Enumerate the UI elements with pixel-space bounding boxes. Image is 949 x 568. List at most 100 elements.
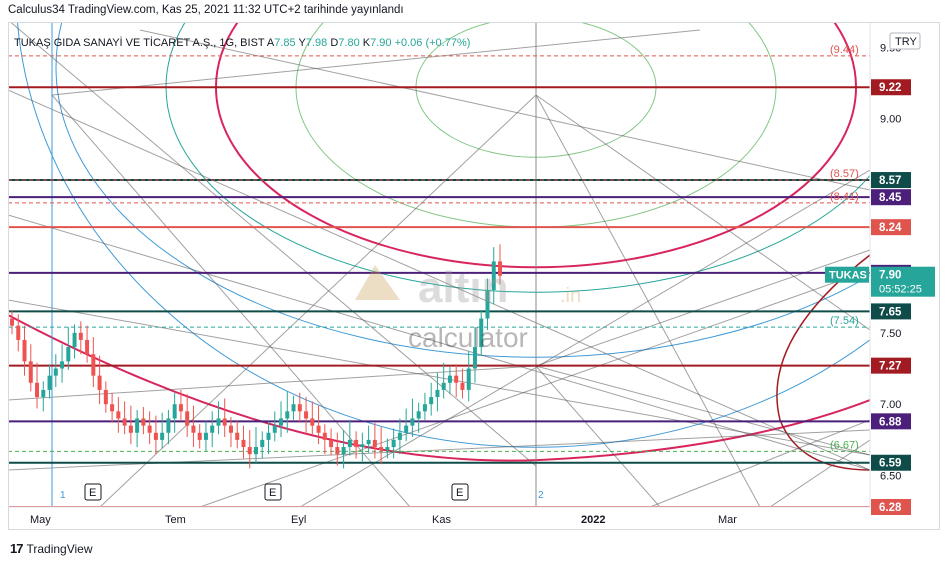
candle [203, 432, 208, 440]
dashed-level-label: (8.41) [830, 191, 859, 203]
price-tag-9.22 [871, 79, 911, 96]
time-tick-label: May [30, 514, 51, 526]
price-tag-label: 8.57 [879, 175, 901, 187]
price-tag-label: 8.45 [879, 192, 902, 204]
candle [103, 389, 108, 405]
wave-label: 2 [538, 490, 544, 501]
candle [272, 425, 277, 433]
candle [454, 375, 459, 383]
time-tick-label: 2022 [581, 514, 605, 526]
candle [410, 418, 415, 426]
candle [166, 418, 171, 433]
candle [28, 361, 33, 383]
earnings-event-marker[interactable] [84, 483, 102, 501]
candle [78, 332, 83, 340]
candle [441, 382, 446, 390]
gann-fan-line [535, 94, 870, 331]
candle [53, 368, 58, 376]
earnings-event-label: E [456, 487, 463, 499]
candle [322, 432, 327, 440]
candle [210, 425, 215, 433]
candle [185, 411, 190, 426]
tradingview-footer[interactable]: 17 TradingView [10, 541, 93, 556]
dashed-level-label: (7.54) [830, 315, 859, 327]
candle [491, 261, 496, 290]
candle [379, 447, 384, 450]
candle [391, 439, 396, 448]
candle [485, 289, 490, 319]
candle [247, 447, 252, 455]
currency-label: TRY [895, 36, 917, 48]
candle [260, 439, 265, 448]
candle [435, 389, 440, 398]
gann-fan-line [199, 269, 870, 507]
price-tag-6.88 [871, 413, 911, 430]
gann-fan-line [8, 214, 870, 471]
candle [197, 432, 202, 440]
price-tag-label: 6.88 [879, 416, 902, 428]
candle [222, 418, 227, 426]
candle [135, 418, 140, 433]
candle [147, 425, 152, 433]
candle [160, 432, 165, 440]
candle [178, 404, 183, 412]
candle [429, 397, 434, 405]
candle [254, 447, 258, 455]
gann-fan-line [8, 89, 870, 471]
price-tag-8.45 [871, 189, 911, 206]
earnings-event-label: E [89, 487, 96, 499]
candle [416, 411, 421, 419]
last-price-value: 7.90 [879, 270, 901, 282]
time-tick-label: Kas [432, 514, 451, 526]
price-tag-label: 6.59 [879, 458, 901, 470]
candle [235, 432, 240, 440]
watermark-logo-icon [355, 265, 400, 300]
earnings-event-marker[interactable] [451, 483, 469, 501]
symbol-tag-label: TUKAS [829, 270, 867, 282]
watermark-text: altın [418, 263, 508, 312]
candle [72, 332, 77, 348]
tradingview-logo-icon: 17 [10, 541, 24, 556]
candle [310, 418, 315, 426]
candle [335, 447, 340, 455]
currency-badge[interactable] [889, 32, 921, 50]
candle [66, 347, 71, 362]
candle [41, 389, 46, 398]
price-tick-label: 7.50 [880, 328, 901, 340]
candle [341, 447, 346, 455]
earnings-event-label: E [269, 487, 276, 499]
symbol-legend[interactable]: TUKAŞ GIDA SANAYİ VE TİCARET A.Ş., 1G, B… [14, 36, 470, 49]
candle [22, 339, 27, 362]
red-right-arc [776, 254, 870, 471]
dashed-level-label: (8.57) [830, 168, 859, 180]
candle [228, 425, 233, 433]
candle [354, 439, 359, 448]
gann-fan-line [535, 365, 661, 507]
gann-fan-line [10, 23, 537, 467]
candle [128, 425, 133, 433]
candle [360, 444, 365, 448]
candle [35, 382, 40, 398]
candle [266, 432, 271, 440]
watermark-tld: .in [560, 285, 581, 307]
earnings-event-marker[interactable] [264, 483, 282, 501]
time-tick-label: Mar [718, 514, 737, 526]
footer-brand: TradingView [26, 541, 93, 556]
candle [216, 418, 221, 426]
candle [297, 404, 302, 412]
candle [304, 411, 309, 419]
candle [85, 339, 90, 355]
candle [329, 439, 334, 448]
candle [191, 425, 196, 433]
candle [447, 375, 452, 383]
candle [366, 439, 371, 445]
price-tag-8.24 [871, 219, 911, 236]
candle [479, 318, 484, 348]
dashed-level-label: (6.67) [830, 439, 859, 451]
symbol-tag [825, 266, 869, 283]
candle [97, 375, 102, 390]
price-tag-label: 7.65 [879, 306, 902, 318]
watermark-subtitle: calculator [408, 322, 528, 353]
candle [172, 404, 177, 419]
